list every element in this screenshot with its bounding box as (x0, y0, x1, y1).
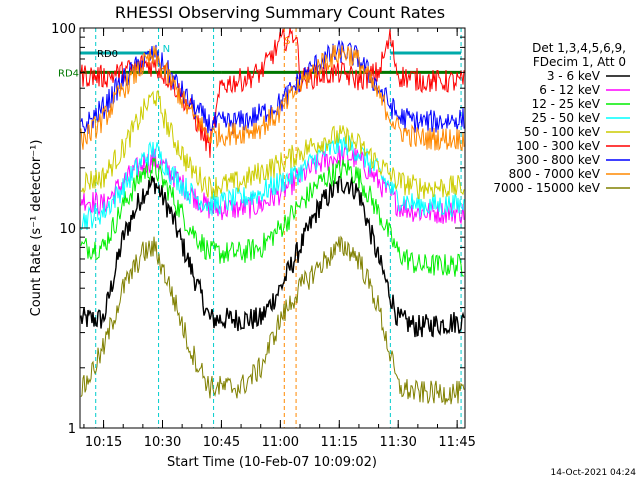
legend: Det 1,3,4,5,6,9,FDecim 1, Att 03 - 6 keV… (493, 41, 630, 195)
y-axis-label: Count Rate (s⁻¹ detector⁻¹) (29, 140, 44, 317)
y-tick-label: 10 (59, 222, 76, 237)
x-tick-label: 10:15 (85, 435, 122, 450)
legend-entry: 50 - 100 keV (524, 125, 601, 139)
series-line (80, 145, 465, 225)
legend-entry: 100 - 300 keV (516, 139, 600, 153)
x-tick-label: 11:45 (438, 435, 475, 450)
x-tick-label: 10:30 (144, 435, 181, 450)
legend-entry: 3 - 6 keV (547, 69, 601, 83)
flag-label: RD4 (58, 68, 79, 79)
series-lines (80, 27, 465, 405)
y-tick-label: 100 (51, 22, 76, 37)
y-axis-ticks: 1 10 100 (51, 22, 465, 437)
marker-label: N (163, 44, 170, 55)
x-tick-label: 11:00 (262, 435, 299, 450)
legend-entry: 12 - 25 keV (532, 97, 601, 111)
series-line (80, 157, 465, 277)
legend-header: FDecim 1, Att 0 (533, 55, 626, 69)
legend-entry: 300 - 800 keV (516, 153, 600, 167)
x-axis-label: Start Time (10-Feb-07 10:09:02) (167, 455, 377, 470)
x-axis-ticks: 10:15 10:30 10:45 11:00 11:15 11:30 11:45 (83, 28, 476, 450)
chart-title: RHESSI Observing Summary Count Rates (115, 3, 445, 22)
series-line (80, 27, 465, 158)
series-line (80, 235, 465, 405)
legend-header: Det 1,3,4,5,6,9, (532, 41, 626, 55)
series-line (80, 45, 465, 152)
series-line (80, 175, 465, 338)
legend-entry: 800 - 7000 keV (509, 167, 601, 181)
x-tick-label: 10:45 (203, 435, 240, 450)
event-markers: NS (163, 36, 291, 55)
y-tick-label: 1 (68, 422, 76, 437)
flag-label: RD0 (97, 49, 118, 60)
series-line (80, 133, 465, 231)
legend-entry: 7000 - 15000 keV (493, 181, 600, 195)
x-tick-label: 11:30 (379, 435, 416, 450)
series-line (80, 89, 465, 200)
legend-entry: 6 - 12 keV (539, 83, 601, 97)
footer-date: 14-Oct-2021 04:24 (551, 468, 637, 478)
legend-entry: 25 - 50 keV (532, 111, 601, 125)
x-tick-label: 11:15 (321, 435, 358, 450)
marker-label: S (284, 36, 290, 47)
